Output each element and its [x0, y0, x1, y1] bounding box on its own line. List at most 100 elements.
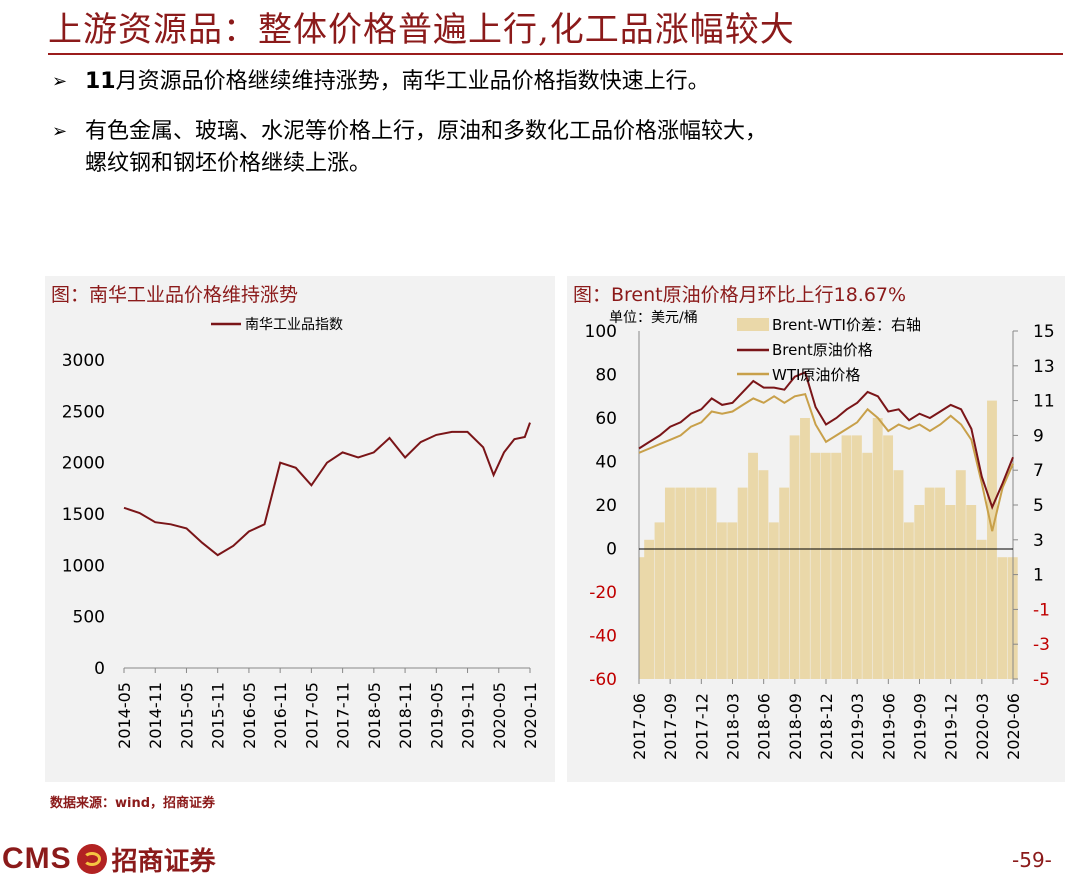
brent-y-tick-label: -20	[589, 583, 617, 603]
nanhua-x-tick-label: 2018-11	[396, 682, 415, 749]
nanhua-x-tick-label: 2019-11	[459, 682, 478, 749]
brent-unit-label: 单位：美元/桶	[609, 310, 698, 326]
brent-x-tick-label: 2017-09	[661, 693, 680, 760]
spread-bar	[654, 522, 665, 679]
spread-bar	[696, 487, 707, 679]
spread-bar	[841, 435, 852, 679]
nanhua-x-tick-label: 2020-05	[490, 682, 509, 749]
spread-legend-label: Brent-WTI价差：右轴	[772, 316, 921, 334]
spread-bar	[716, 522, 727, 679]
cms-logo: CMS 招商证券	[2, 842, 216, 877]
nanhua-x-tick-label: 2014-05	[115, 682, 134, 749]
logo-badge-icon	[76, 844, 107, 874]
brent-y2-tick-label: 11	[1033, 392, 1055, 412]
spread-bar	[639, 557, 649, 679]
spread-bar	[966, 505, 977, 679]
brent-x-tick-label: 2019-09	[911, 693, 930, 760]
spread-bar	[955, 470, 966, 679]
bullet-arrow-icon: ➢	[52, 71, 68, 92]
nanhua-y-tick-label: 3000	[62, 351, 105, 371]
spread-bar	[675, 487, 686, 679]
nanhua-y-tick-label: 2500	[62, 402, 105, 422]
brent-y-tick-label: -60	[589, 670, 617, 690]
spread-bar	[893, 470, 904, 679]
nanhua-y-tick-label: 1000	[62, 556, 105, 576]
nanhua-x-tick-label: 2014-11	[146, 682, 165, 749]
spread-bar	[945, 505, 956, 679]
brent-x-tick-label: 2018-09	[786, 693, 805, 760]
spread-bar	[644, 539, 655, 679]
brent-y2-tick-label: 9	[1033, 426, 1044, 446]
nanhua-y-tick-label: 500	[73, 608, 105, 628]
nanhua-y-tick-label: 2000	[62, 454, 105, 474]
spread-bar	[685, 487, 696, 679]
bullet-2-text: 有色金属、玻璃、水泥等价格上行，原油和多数化工品价格涨幅较大，	[85, 119, 768, 144]
brent-y-tick-label: 60	[595, 409, 617, 429]
brent-y2-tick-label: 15	[1033, 322, 1055, 342]
spread-bar	[789, 435, 800, 679]
brent-y2-tick-label: 1	[1033, 566, 1044, 586]
brent-x-tick-label: 2017-12	[692, 693, 711, 760]
brent-price-line	[638, 370, 1014, 510]
spread-bar	[810, 452, 821, 679]
nanhua-index-line	[123, 422, 531, 557]
spread-bar	[820, 452, 831, 679]
brent-chart-title: 图：Brent原油价格月环比上行18.67%	[573, 284, 907, 306]
bullet-1-text: 月资源品价格继续维持涨势，南华工业品价格指数快速上行。	[115, 69, 710, 94]
brent-y2-tick-label: -5	[1033, 670, 1050, 690]
brent-x-tick-label: 2020-03	[973, 693, 992, 760]
spread-bar	[903, 522, 914, 679]
page-number: -59-	[1012, 848, 1052, 872]
logo-text: CMS	[2, 842, 72, 875]
spread-bar	[924, 487, 935, 679]
spread-bar	[706, 487, 717, 679]
spread-bar	[748, 452, 758, 679]
nanhua-x-tick-label: 2016-05	[240, 682, 259, 749]
nanhua-x-tick-label: 2018-05	[365, 682, 384, 749]
bullet-arrow-icon: ➢	[52, 121, 68, 142]
spread-bar	[831, 452, 842, 679]
spread-bar	[914, 505, 925, 679]
brent-x-tick-label: 2018-06	[755, 693, 774, 760]
brent-x-tick-label: 2018-12	[817, 693, 836, 760]
brent-x-tick-label: 2019-03	[848, 693, 867, 760]
brent-y-tick-label: 20	[595, 496, 617, 516]
spread-legend-swatch	[737, 318, 769, 331]
spread-bar	[664, 487, 675, 679]
brent-y-tick-label: 40	[595, 453, 617, 473]
brent-legend-label: Brent原油价格	[772, 341, 873, 359]
nanhua-y-tick-label: 1500	[62, 505, 105, 525]
brent-x-tick-label: 2018-03	[724, 693, 743, 760]
nanhua-legend-label: 南华工业品指数	[245, 317, 343, 333]
brent-y2-tick-label: 13	[1033, 357, 1055, 377]
nanhua-x-tick-label: 2016-11	[271, 682, 290, 749]
nanhua-x-tick-label: 2015-05	[177, 682, 196, 749]
spread-bar	[737, 487, 748, 679]
logo-company-name: 招商证券	[111, 846, 216, 877]
brent-x-tick-label: 2017-06	[630, 693, 649, 760]
spread-bar	[768, 522, 779, 679]
nanhua-x-tick-label: 2019-05	[427, 682, 446, 749]
brent-chart-panel: 图：Brent原油价格月环比上行18.67% -60 -40 -20 0 20 40 60 8…	[567, 276, 1065, 782]
brent-y2-tick-label: 3	[1033, 531, 1044, 551]
nanhua-x-tick-label: 2017-11	[334, 682, 353, 749]
spread-bar	[883, 435, 894, 679]
brent-y-tick-label: 100	[585, 322, 617, 342]
brent-y2-tick-label: 5	[1033, 496, 1044, 516]
nanhua-x-tick-label: 2015-11	[209, 682, 228, 749]
spread-bar	[935, 487, 945, 679]
spread-bar	[976, 539, 987, 679]
spread-bar	[727, 522, 738, 679]
nanhua-x-tick-label: 2017-05	[302, 682, 321, 749]
spread-bar	[862, 452, 873, 679]
spread-bar	[851, 435, 862, 679]
data-source: 数据来源：wind，招商证券	[50, 796, 216, 811]
nanhua-x-tick-label: 2020-11	[521, 682, 540, 749]
brent-y-tick-label: 80	[595, 366, 617, 386]
brent-y2-tick-label: -1	[1033, 600, 1050, 620]
brent-y2-tick-label: 7	[1033, 461, 1044, 481]
title-divider	[48, 53, 1063, 55]
nanhua-y-tick-label: 0	[94, 659, 105, 679]
spread-bar	[997, 557, 1008, 679]
